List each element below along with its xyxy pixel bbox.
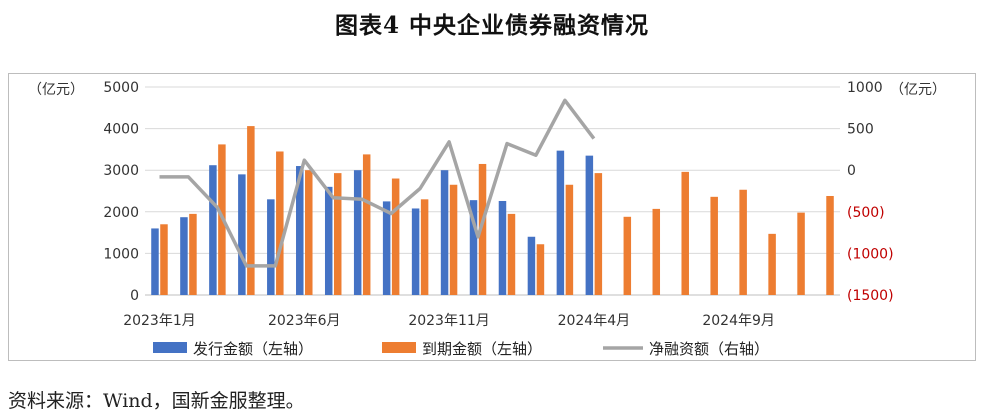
maturity-bar xyxy=(768,233,776,295)
issue-bar xyxy=(382,201,391,295)
maturity-bar xyxy=(536,244,545,295)
issue-bar xyxy=(180,217,188,295)
legend-label: 到期金额（左轴） xyxy=(422,340,542,358)
legend-swatch xyxy=(382,342,416,353)
maturity-bar xyxy=(333,173,342,295)
maturity-bar xyxy=(594,173,603,295)
issue-bar xyxy=(469,200,478,295)
maturity-bar xyxy=(247,126,255,295)
maturity-bar xyxy=(420,199,429,295)
maturity-bar xyxy=(681,171,689,295)
x-axis-tick-label: 2024年9月 xyxy=(702,313,775,329)
maturity-bar xyxy=(565,184,574,295)
issue-bar xyxy=(585,155,594,295)
legend-label: 净融资额（右轴） xyxy=(649,340,769,358)
right-axis-tick-label: 1000 xyxy=(847,80,883,96)
issue-bar xyxy=(556,150,565,295)
chart-frame xyxy=(8,73,976,361)
issue-bar xyxy=(267,199,275,295)
maturity-bar xyxy=(160,224,168,295)
x-axis-tick-label: 2024年4月 xyxy=(558,313,631,329)
legend-swatch xyxy=(153,342,187,353)
left-axis-tick-label: 2000 xyxy=(103,205,139,221)
maturity-bar xyxy=(710,196,718,295)
left-axis-tick-label: 5000 xyxy=(103,80,139,96)
right-axis-tick-label: (1500) xyxy=(847,288,894,304)
maturity-bar xyxy=(623,216,632,295)
right-axis-tick-label: 500 xyxy=(847,122,874,138)
issue-bar xyxy=(440,170,449,295)
issue-bar xyxy=(353,170,362,295)
right-axis-tick-label: 0 xyxy=(847,163,856,179)
maturity-bar xyxy=(449,184,458,295)
legend-label: 发行金额（左轴） xyxy=(193,340,313,358)
issue-bar xyxy=(209,165,217,295)
issue-bar xyxy=(498,200,507,295)
maturity-bar xyxy=(276,151,284,295)
maturity-bar xyxy=(826,195,834,295)
issue-bar xyxy=(324,186,333,295)
left-axis-tick-label: 4000 xyxy=(103,122,139,138)
issue-bar xyxy=(238,174,246,295)
maturity-bar xyxy=(652,208,661,295)
maturity-bar xyxy=(739,189,747,295)
left-axis-tick-label: 0 xyxy=(130,288,139,304)
right-axis-tick-label: (500) xyxy=(847,205,885,221)
maturity-bar xyxy=(305,170,313,295)
issue-bar xyxy=(527,236,536,295)
net-financing-line xyxy=(159,98,596,268)
left-axis-tick-label: 3000 xyxy=(103,163,139,179)
maturity-bar xyxy=(391,178,400,295)
issue-bar xyxy=(151,228,159,295)
issue-bar xyxy=(411,208,420,295)
left-axis-tick-label: 1000 xyxy=(103,246,139,262)
x-axis-tick-label: 2023年1月 xyxy=(123,313,196,329)
right-axis-unit: （亿元） xyxy=(890,82,946,98)
maturity-bar xyxy=(189,213,197,295)
right-axis-tick-label: (1000) xyxy=(847,246,894,262)
maturity-bar xyxy=(507,213,516,295)
maturity-bar xyxy=(797,212,805,295)
left-axis-unit: （亿元） xyxy=(28,82,84,98)
x-axis-tick-label: 2023年6月 xyxy=(268,313,341,329)
source-note: 资料来源：Wind，国新金服整理。 xyxy=(8,390,305,412)
maturity-bar xyxy=(362,154,371,295)
issue-bar xyxy=(296,166,304,295)
chart-title: 图表4 中央企业债券融资情况 xyxy=(334,12,649,39)
maturity-bar xyxy=(478,163,487,295)
x-axis-tick-label: 2023年11月 xyxy=(408,313,489,329)
